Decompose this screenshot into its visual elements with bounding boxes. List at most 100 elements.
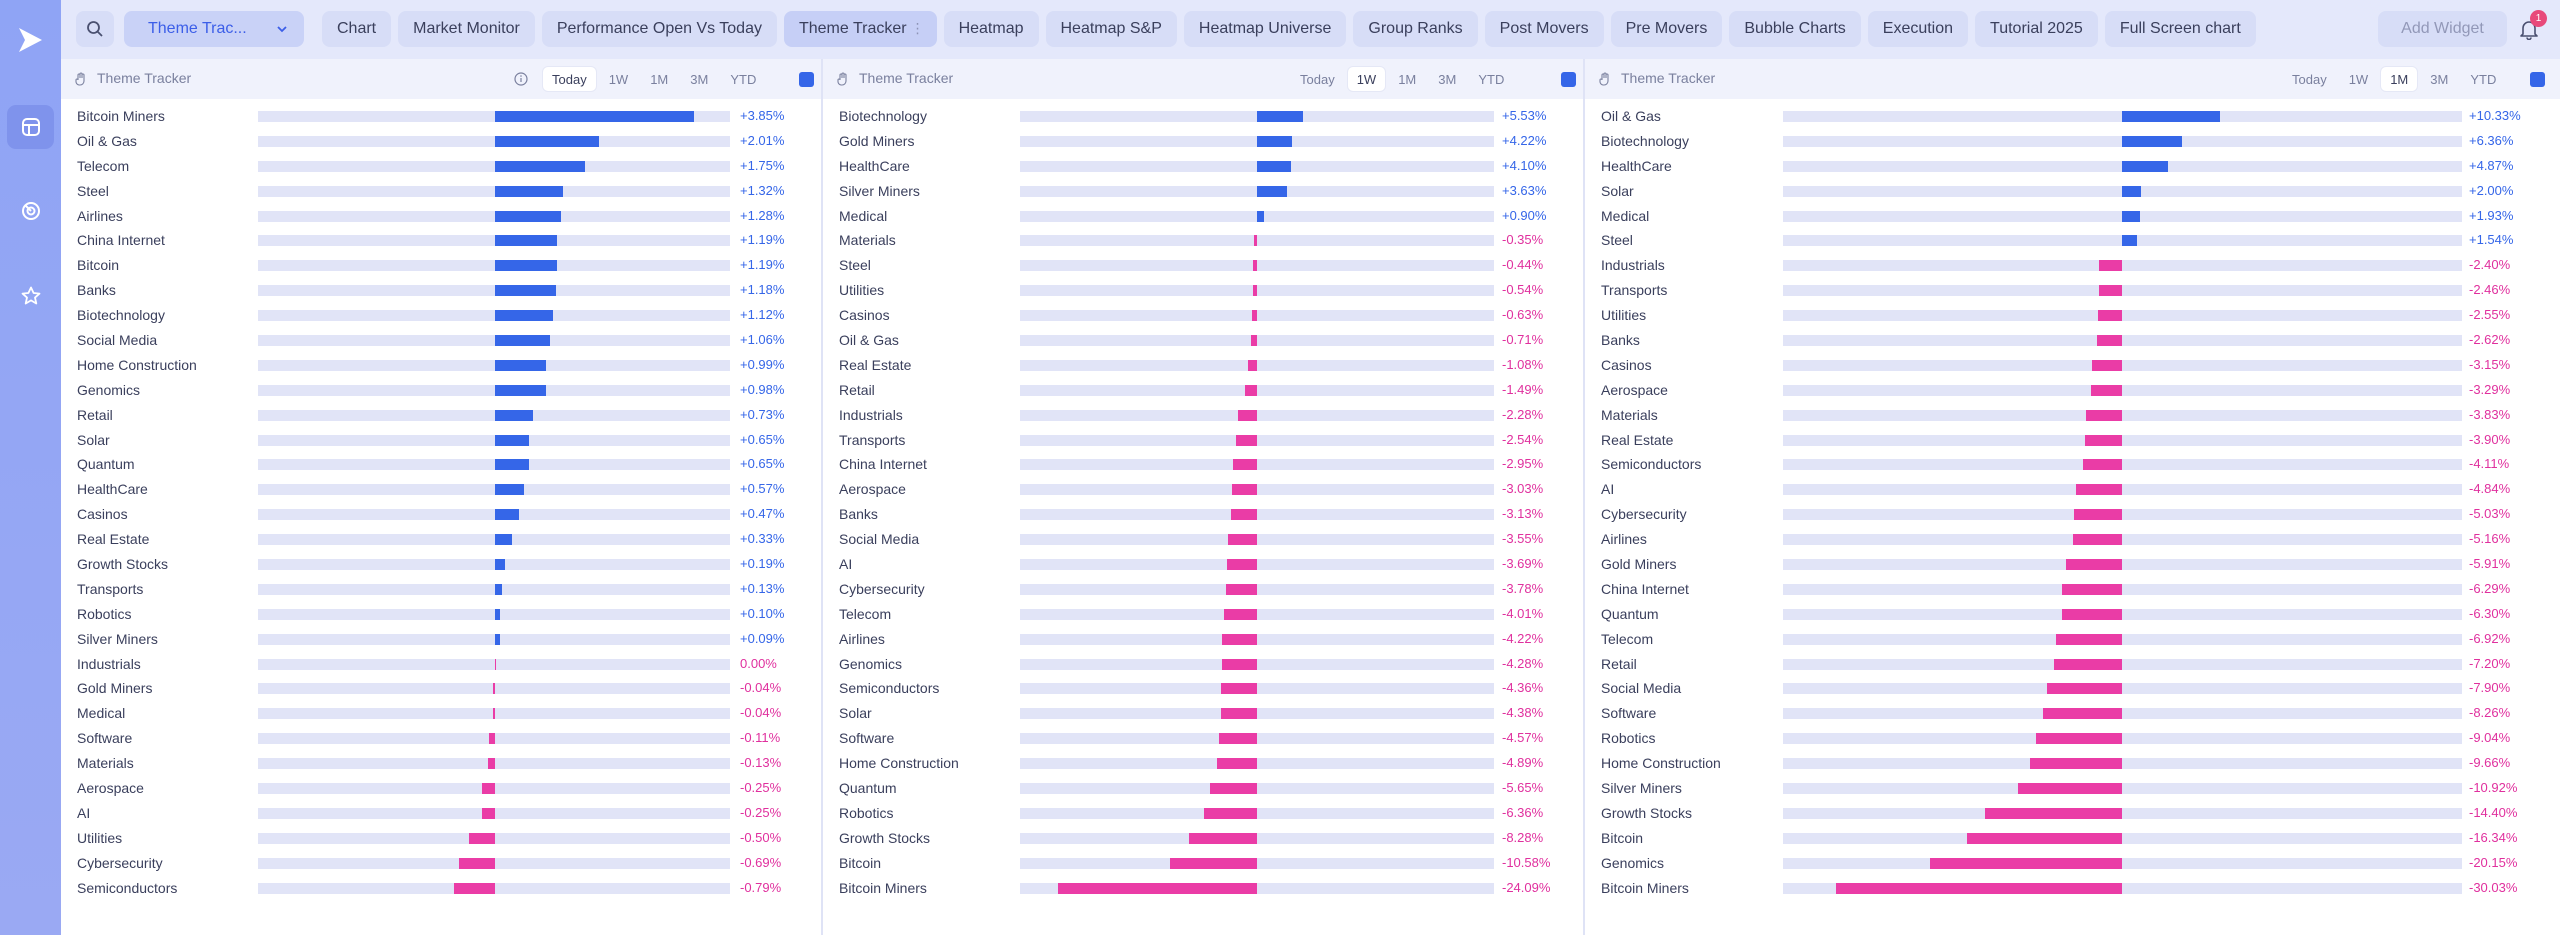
tab-chart[interactable]: Chart bbox=[322, 11, 392, 47]
theme-row[interactable]: Bitcoin Miners -30.03% bbox=[1585, 876, 2560, 901]
theme-row[interactable]: Robotics +0.10% bbox=[61, 602, 821, 627]
tab-full-screen-chart[interactable]: Full Screen chart bbox=[2104, 11, 2256, 47]
theme-row[interactable]: Aerospace -3.29% bbox=[1585, 378, 2560, 403]
theme-row[interactable]: Solar -4.38% bbox=[823, 701, 1583, 726]
theme-row[interactable]: HealthCare +4.10% bbox=[823, 154, 1583, 179]
theme-row[interactable]: HealthCare +4.87% bbox=[1585, 154, 2560, 179]
theme-row[interactable]: Aerospace -3.03% bbox=[823, 477, 1583, 502]
theme-row[interactable]: Gold Miners -5.91% bbox=[1585, 552, 2560, 577]
theme-row[interactable]: Cybersecurity -3.78% bbox=[823, 577, 1583, 602]
theme-row[interactable]: Real Estate -3.90% bbox=[1585, 428, 2560, 453]
theme-row[interactable]: Bitcoin +1.19% bbox=[61, 253, 821, 278]
theme-row[interactable]: Banks -2.62% bbox=[1585, 328, 2560, 353]
theme-row[interactable]: Robotics -9.04% bbox=[1585, 726, 2560, 751]
theme-row[interactable]: Transports -2.54% bbox=[823, 428, 1583, 453]
theme-row[interactable]: Utilities -0.50% bbox=[61, 826, 821, 851]
range-1m-button[interactable]: 1M bbox=[650, 71, 669, 87]
theme-row[interactable]: Growth Stocks -8.28% bbox=[823, 826, 1583, 851]
range-today-button[interactable]: Today bbox=[1300, 71, 1335, 87]
theme-row[interactable]: Utilities -2.55% bbox=[1585, 303, 2560, 328]
tab-pre-movers[interactable]: Pre Movers bbox=[1610, 11, 1723, 47]
panel-color-swatch[interactable] bbox=[1561, 72, 1576, 87]
theme-row[interactable]: Banks +1.18% bbox=[61, 278, 821, 303]
tab-heatmap-universe[interactable]: Heatmap Universe bbox=[1183, 11, 1347, 47]
info-icon[interactable] bbox=[513, 71, 529, 87]
theme-row[interactable]: Medical +0.90% bbox=[823, 204, 1583, 229]
theme-row[interactable]: Materials -0.13% bbox=[61, 751, 821, 776]
search-button[interactable] bbox=[76, 11, 114, 47]
theme-row[interactable]: Quantum +0.65% bbox=[61, 452, 821, 477]
theme-row[interactable]: AI -0.25% bbox=[61, 801, 821, 826]
theme-row[interactable]: Telecom +1.75% bbox=[61, 154, 821, 179]
tab-performance-open-vs-today[interactable]: Performance Open Vs Today bbox=[541, 11, 777, 47]
tab-group-ranks[interactable]: Group Ranks bbox=[1353, 11, 1478, 47]
dashboard-nav-button[interactable] bbox=[7, 105, 54, 149]
favorites-nav-button[interactable] bbox=[7, 274, 54, 318]
theme-row[interactable]: Oil & Gas -0.71% bbox=[823, 328, 1583, 353]
range-ytd-button[interactable]: YTD bbox=[1478, 71, 1505, 87]
theme-row[interactable]: Growth Stocks +0.19% bbox=[61, 552, 821, 577]
theme-row[interactable]: Social Media +1.06% bbox=[61, 328, 821, 353]
theme-row[interactable]: Retail -1.49% bbox=[823, 378, 1583, 403]
tab-execution[interactable]: Execution bbox=[1867, 11, 1969, 47]
drag-handle-icon[interactable] bbox=[73, 71, 89, 87]
theme-row[interactable]: Industrials -2.28% bbox=[823, 403, 1583, 428]
theme-row[interactable]: Materials -0.35% bbox=[823, 228, 1583, 253]
range-1w-button[interactable]: 1W bbox=[2348, 71, 2369, 87]
theme-row[interactable]: Industrials 0.00% bbox=[61, 652, 821, 677]
drag-handle-icon[interactable] bbox=[1597, 71, 1613, 87]
theme-row[interactable]: Gold Miners +4.22% bbox=[823, 129, 1583, 154]
theme-row[interactable]: Telecom -6.92% bbox=[1585, 627, 2560, 652]
tab-market-monitor[interactable]: Market Monitor bbox=[398, 11, 535, 47]
tab-tutorial-2025[interactable]: Tutorial 2025 bbox=[1975, 11, 2098, 47]
theme-row[interactable]: Retail -7.20% bbox=[1585, 652, 2560, 677]
theme-row[interactable]: Steel -0.44% bbox=[823, 253, 1583, 278]
range-1m-button[interactable]: 1M bbox=[1398, 71, 1417, 87]
theme-row[interactable]: Software -4.57% bbox=[823, 726, 1583, 751]
theme-row[interactable]: Retail +0.73% bbox=[61, 403, 821, 428]
tab-heatmap[interactable]: Heatmap bbox=[943, 11, 1039, 47]
tab-theme-tracker[interactable]: Theme Tracker ⋮ bbox=[783, 11, 937, 47]
theme-row[interactable]: China Internet -2.95% bbox=[823, 452, 1583, 477]
dashboard-select[interactable]: Theme Trac... bbox=[124, 11, 304, 47]
theme-row[interactable]: Software -8.26% bbox=[1585, 701, 2560, 726]
theme-row[interactable]: Transports +0.13% bbox=[61, 577, 821, 602]
theme-row[interactable]: AI -4.84% bbox=[1585, 477, 2560, 502]
theme-row[interactable]: Real Estate +0.33% bbox=[61, 527, 821, 552]
theme-row[interactable]: Banks -3.13% bbox=[823, 502, 1583, 527]
theme-row[interactable]: Medical -0.04% bbox=[61, 701, 821, 726]
theme-row[interactable]: Steel +1.32% bbox=[61, 179, 821, 204]
theme-row[interactable]: Genomics -4.28% bbox=[823, 652, 1583, 677]
theme-row[interactable]: China Internet +1.19% bbox=[61, 228, 821, 253]
theme-row[interactable]: Cybersecurity -0.69% bbox=[61, 851, 821, 876]
range-1w-button[interactable]: 1W bbox=[1347, 67, 1386, 91]
tab-bubble-charts[interactable]: Bubble Charts bbox=[1729, 11, 1861, 47]
theme-row[interactable]: Genomics +0.98% bbox=[61, 378, 821, 403]
range-today-button[interactable]: Today bbox=[543, 67, 596, 91]
app-logo-icon[interactable] bbox=[16, 26, 44, 54]
theme-row[interactable]: Airlines -4.22% bbox=[823, 627, 1583, 652]
theme-row[interactable]: Semiconductors -0.79% bbox=[61, 876, 821, 901]
scanner-nav-button[interactable] bbox=[7, 189, 54, 233]
theme-row[interactable]: Quantum -6.30% bbox=[1585, 602, 2560, 627]
range-3m-button[interactable]: 3M bbox=[690, 71, 709, 87]
tab-post-movers[interactable]: Post Movers bbox=[1484, 11, 1604, 47]
theme-row[interactable]: Telecom -4.01% bbox=[823, 602, 1583, 627]
range-ytd-button[interactable]: YTD bbox=[2470, 71, 2497, 87]
panel-color-swatch[interactable] bbox=[2530, 72, 2545, 87]
theme-row[interactable]: Casinos +0.47% bbox=[61, 502, 821, 527]
theme-row[interactable]: Medical +1.93% bbox=[1585, 204, 2560, 229]
tab-menu-icon[interactable]: ⋮ bbox=[910, 20, 925, 36]
range-3m-button[interactable]: 3M bbox=[1438, 71, 1457, 87]
add-widget-button[interactable]: Add Widget bbox=[2378, 11, 2507, 47]
theme-row[interactable]: Cybersecurity -5.03% bbox=[1585, 502, 2560, 527]
theme-row[interactable]: Semiconductors -4.11% bbox=[1585, 452, 2560, 477]
theme-row[interactable]: Airlines -5.16% bbox=[1585, 527, 2560, 552]
range-1w-button[interactable]: 1W bbox=[608, 71, 629, 87]
theme-row[interactable]: Casinos -3.15% bbox=[1585, 353, 2560, 378]
theme-row[interactable]: Gold Miners -0.04% bbox=[61, 676, 821, 701]
range-3m-button[interactable]: 3M bbox=[2430, 71, 2449, 87]
theme-row[interactable]: Oil & Gas +10.33% bbox=[1585, 104, 2560, 129]
range-ytd-button[interactable]: YTD bbox=[730, 71, 757, 87]
panel-color-swatch[interactable] bbox=[799, 72, 814, 87]
